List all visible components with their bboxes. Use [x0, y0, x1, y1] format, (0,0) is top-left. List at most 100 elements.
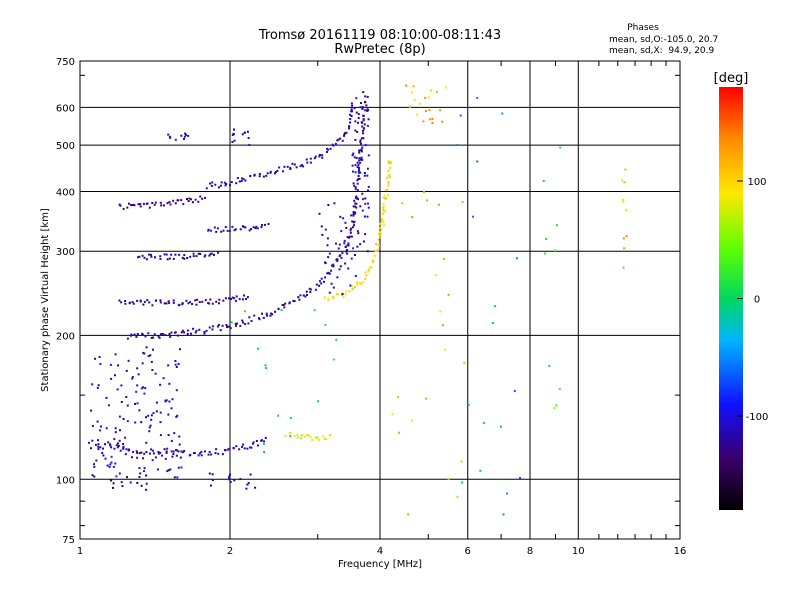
- echo-point: [378, 244, 380, 247]
- echo-point: [211, 302, 214, 305]
- echo-point: [136, 384, 139, 387]
- echo-point: [335, 258, 338, 261]
- echo-point: [357, 121, 359, 124]
- echo-point: [332, 286, 335, 289]
- x-tick-label: 1: [77, 546, 83, 557]
- echo-point: [355, 206, 358, 209]
- echo-point: [110, 377, 113, 380]
- echo-point: [163, 448, 166, 451]
- echo-point: [424, 96, 427, 99]
- echo-point: [343, 132, 346, 135]
- echo-point: [195, 303, 198, 306]
- echo-point: [251, 442, 254, 445]
- echo-point: [364, 95, 367, 98]
- echo-point: [352, 205, 355, 208]
- echo-point: [181, 329, 184, 332]
- echo-point: [350, 108, 353, 111]
- echo-point: [174, 360, 177, 362]
- echo-point: [107, 404, 110, 407]
- plot-frame: [79, 60, 681, 540]
- echo-point: [220, 230, 223, 233]
- echo-point: [297, 296, 300, 299]
- echo-point: [133, 333, 136, 336]
- echo-point: [447, 478, 450, 481]
- echo-point: [147, 332, 150, 335]
- echo-point: [233, 297, 236, 300]
- echo-point: [156, 468, 159, 471]
- echo-point: [352, 211, 355, 213]
- echo-point: [328, 291, 331, 294]
- echo-point: [280, 309, 283, 312]
- echo-point: [463, 361, 466, 364]
- echo-point: [177, 199, 180, 202]
- echo-point: [350, 257, 353, 260]
- echo-point: [238, 298, 241, 301]
- echo-point: [137, 203, 140, 206]
- echo-point: [143, 392, 146, 395]
- echo-point: [314, 288, 317, 291]
- echo-point: [127, 359, 130, 362]
- echo-point: [161, 454, 164, 457]
- echo-point: [350, 214, 353, 217]
- echo-point: [362, 91, 365, 94]
- echo-point: [208, 326, 211, 329]
- colorbar-tick-label: -100: [746, 412, 769, 423]
- echo-point: [162, 377, 165, 380]
- y-tick-label: 100: [56, 475, 75, 486]
- echo-point: [353, 199, 356, 202]
- echo-point: [439, 310, 442, 313]
- echo-point: [256, 227, 259, 230]
- echo-point: [357, 170, 360, 173]
- echo-point: [230, 181, 233, 184]
- echo-point: [476, 97, 479, 99]
- echo-point: [172, 301, 175, 304]
- echo-point: [355, 156, 358, 159]
- echo-point: [431, 122, 434, 125]
- echo-point: [353, 107, 356, 110]
- echo-point: [358, 168, 361, 171]
- echo-point: [246, 130, 249, 133]
- x-tick-label: 6: [465, 546, 471, 557]
- echo-point: [270, 312, 273, 315]
- echo-point: [142, 303, 145, 306]
- echo-point: [148, 301, 151, 304]
- echo-point: [513, 390, 516, 393]
- echo-point: [293, 300, 296, 303]
- echo-point: [305, 158, 308, 161]
- echo-point: [172, 450, 175, 453]
- echo-point: [119, 429, 121, 432]
- echo-point: [387, 169, 390, 172]
- echo-point: [126, 420, 129, 423]
- echo-point: [107, 441, 110, 444]
- echo-point: [244, 179, 247, 182]
- echo-point: [151, 369, 154, 371]
- echo-point: [339, 215, 342, 218]
- echo-point: [227, 448, 230, 451]
- echo-point: [358, 149, 361, 152]
- echo-point: [183, 137, 185, 140]
- echo-point: [172, 453, 175, 455]
- echo-point: [348, 235, 351, 238]
- echo-point: [172, 199, 175, 202]
- echo-point: [105, 427, 108, 430]
- echo-point: [375, 243, 378, 245]
- echo-point: [548, 365, 551, 367]
- echo-point: [358, 159, 361, 162]
- echo-point: [357, 113, 360, 116]
- echo-point: [359, 149, 362, 152]
- echo-point: [352, 170, 354, 173]
- echo-point: [120, 384, 123, 387]
- echo-point: [346, 252, 349, 255]
- echo-point: [138, 409, 141, 412]
- echo-point: [244, 226, 247, 229]
- echo-point: [318, 154, 321, 156]
- echo-point: [444, 86, 447, 89]
- echo-point: [353, 286, 356, 289]
- echo-point: [401, 202, 404, 205]
- echo-point: [328, 272, 331, 275]
- echo-point: [94, 357, 97, 360]
- echo-point: [99, 429, 102, 432]
- echo-point: [96, 420, 99, 423]
- echo-point: [112, 482, 115, 485]
- echo-point: [423, 191, 425, 193]
